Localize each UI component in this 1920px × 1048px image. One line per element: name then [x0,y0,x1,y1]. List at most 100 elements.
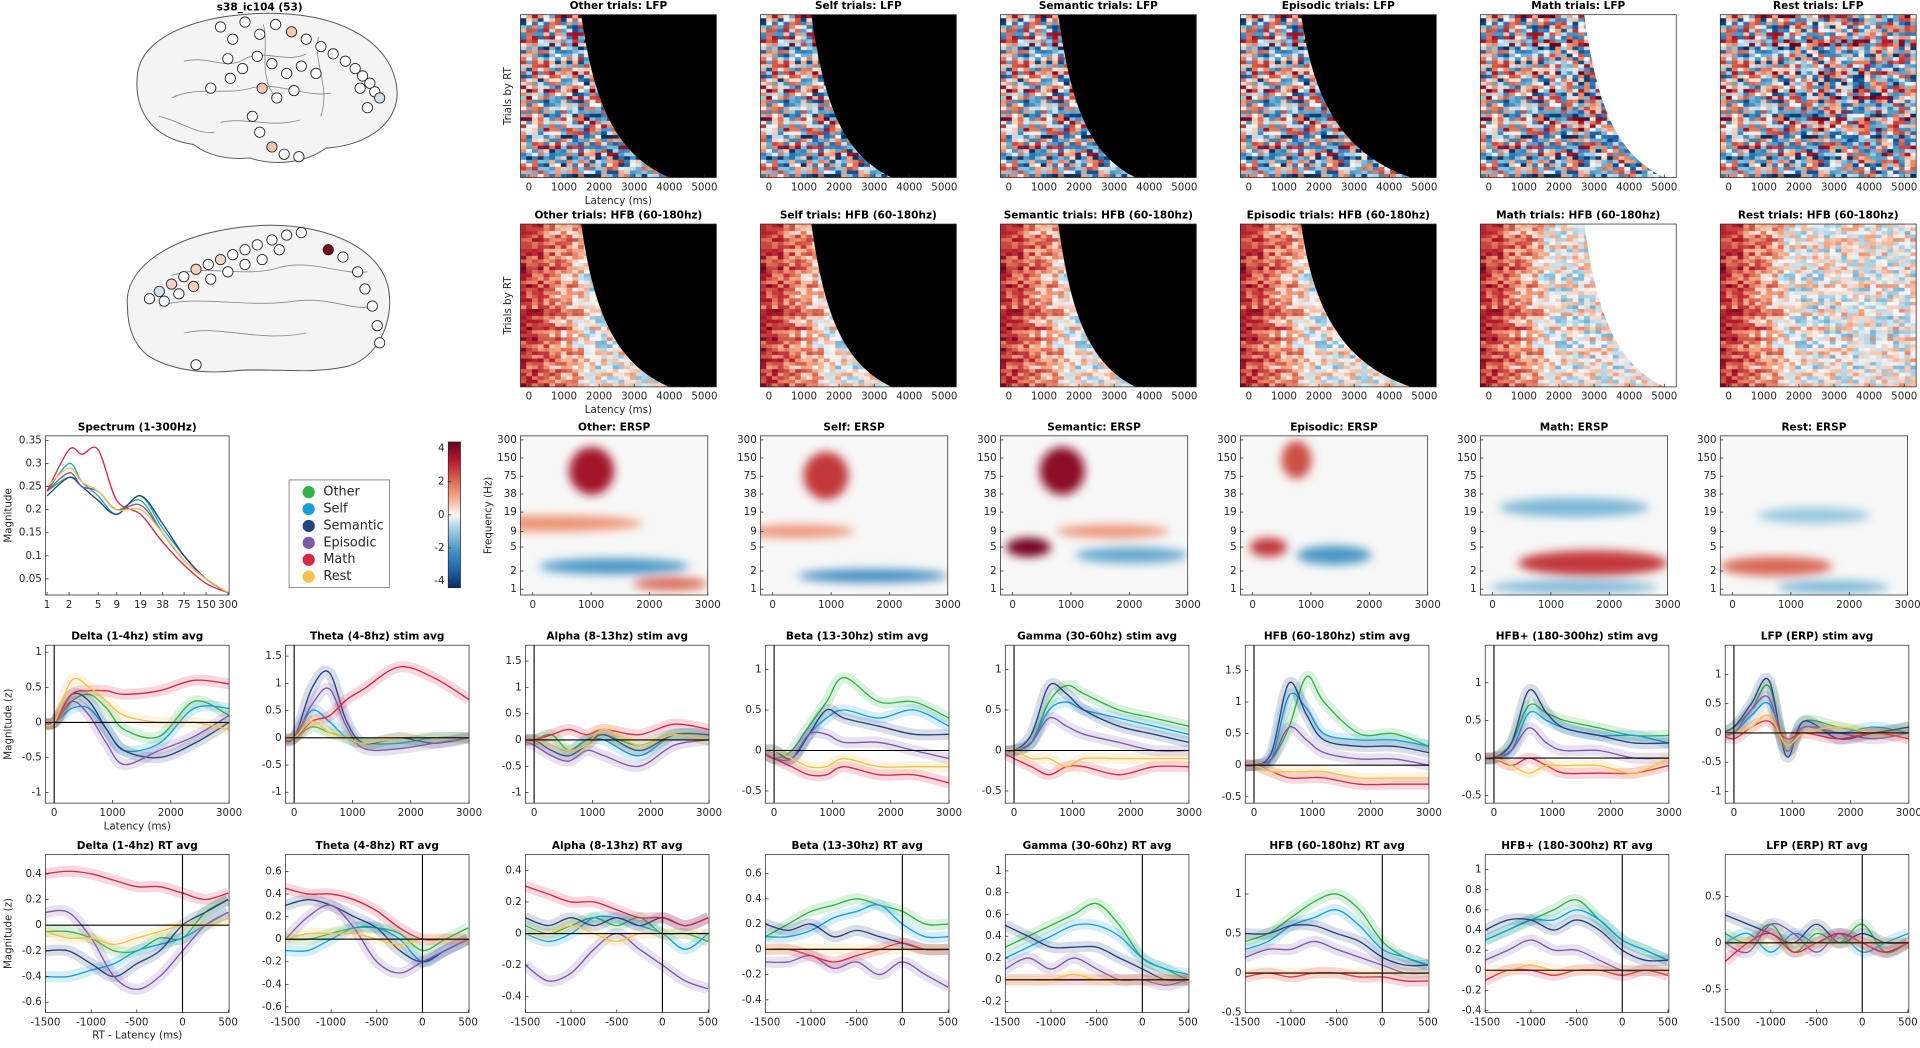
x-tick-label: 5000 [1411,181,1437,193]
axes-box [760,223,957,388]
y-tick-label: 1 [515,681,522,693]
y-tick-label: 9 [1470,526,1477,538]
electrode [288,85,300,97]
x-tick-label: 3000 [1656,807,1682,819]
x-tick-label: 2000 [876,599,902,611]
x-tick-label: -1500 [1710,1016,1740,1028]
x-tick-label: 2000 [1356,599,1382,611]
electrode [300,33,312,45]
electrode [254,28,266,40]
electrode [349,62,361,75]
x-tick-label: 1000 [1031,391,1057,403]
series-line [765,676,949,760]
y-tick-label: 0 [1475,964,1482,976]
electrode [239,244,251,256]
x-tick-label: 0 [531,807,538,819]
panel-title: HFB (60-180hz) RT avg [1269,840,1404,852]
series-line [765,898,949,938]
y-tick-label: 19 [1704,506,1717,518]
series-line [765,954,949,988]
series-line [1485,756,1669,774]
x-tick-label: 0 [771,807,778,819]
series-line [1725,914,1908,945]
series-line [1725,714,1909,746]
series-line [1005,957,1189,986]
y-tick-label: 0 [755,943,762,955]
x-tick-label: 1000 [1058,599,1084,611]
series-line [1485,727,1669,760]
ersp-blob [1517,550,1668,576]
panel-title: Semantic trials: LFP [1039,0,1158,12]
panel-title: Self trials: LFP [815,0,902,12]
ersp-blob [1757,507,1871,524]
panel-title: Rest: ERSP [1781,421,1846,433]
y-tick-label: 38 [1464,488,1477,500]
x-tick-label: 38 [156,599,169,611]
x-tick-label: 19 [134,599,147,611]
x-tick-label: 3000 [935,599,961,611]
ersp-blob [1720,556,1833,576]
x-tick-label: 0 [51,807,58,819]
x-tick-label: 3000 [1821,391,1847,403]
x-tick-label: 3000 [1176,807,1202,819]
y-tick-label: 1 [995,865,1002,877]
x-tick-label: 5000 [1171,391,1197,403]
panel-title: Other trials: LFP [570,0,668,12]
y-tick-label: 0.5 [505,708,521,720]
x-tick-label: 2000 [1597,807,1623,819]
y-tick-label: 0.6 [1465,904,1481,916]
y-tick-label: 2 [438,476,445,488]
x-tick-label: -500 [1805,1016,1828,1028]
x-tick-label: -500 [845,1016,868,1028]
x-tick-label: 1000 [1271,181,1297,193]
y-tick-label: 5 [1230,541,1237,553]
x-tick-label: -500 [1565,1016,1588,1028]
series-line [46,467,229,594]
x-tick-label: 2000 [1786,181,1812,193]
series-line [1245,764,1429,780]
y-tick-label: -0.2 [982,996,1002,1008]
y-tick-label: 0.2 [505,896,521,908]
x-tick-label: 2000 [826,391,852,403]
electrode [278,148,290,160]
y-tick-label: 0.1 [25,550,41,562]
y-tick-label: 19 [1224,506,1237,518]
panel-title: Rest trials: LFP [1773,0,1864,12]
x-tick-label: 5000 [1891,391,1917,403]
x-tick-label: 1000 [1751,181,1777,193]
y-tick-label: 150 [1457,452,1477,464]
y-tick-label: 0.2 [985,952,1001,964]
x-tick-label: 2000 [1306,181,1332,193]
electrode [236,62,249,75]
electrode [337,251,349,263]
x-tick-label: 500 [1898,1016,1918,1028]
axes-box [1239,14,1437,178]
y-tick-label: 0.4 [505,864,521,876]
electrode [158,295,170,307]
x-tick-label: 0 [526,181,533,193]
x-tick-label: 2000 [398,807,424,819]
axes-box [1719,14,1917,178]
series-line [1725,720,1909,740]
x-tick-label: 5000 [1171,181,1197,193]
y-tick-label: -0.6 [22,996,42,1008]
panel-title: Theta (4-8hz) stim avg [310,631,444,643]
axes-box [1239,435,1429,596]
y-tick-label: 0.6 [745,868,761,880]
x-tick-label: 3000 [1581,181,1607,193]
series-line [765,708,949,760]
electrode [224,72,236,84]
axes-box [764,854,950,1013]
electrode [374,337,386,349]
series-line [1245,923,1428,967]
x-tick-label: 500 [698,1016,718,1028]
x-tick-label: 0 [1379,1016,1386,1028]
panel-title: Math trials: HFB (60-180hz) [1496,209,1660,221]
series-line [46,476,229,594]
y-tick-label: 0.2 [1465,944,1481,956]
x-tick-label: 0 [1725,391,1732,403]
x-tick-label: 500 [1178,1016,1198,1028]
y-tick-label: 0.5 [745,704,761,716]
y-tick-label: 0.35 [19,434,42,446]
